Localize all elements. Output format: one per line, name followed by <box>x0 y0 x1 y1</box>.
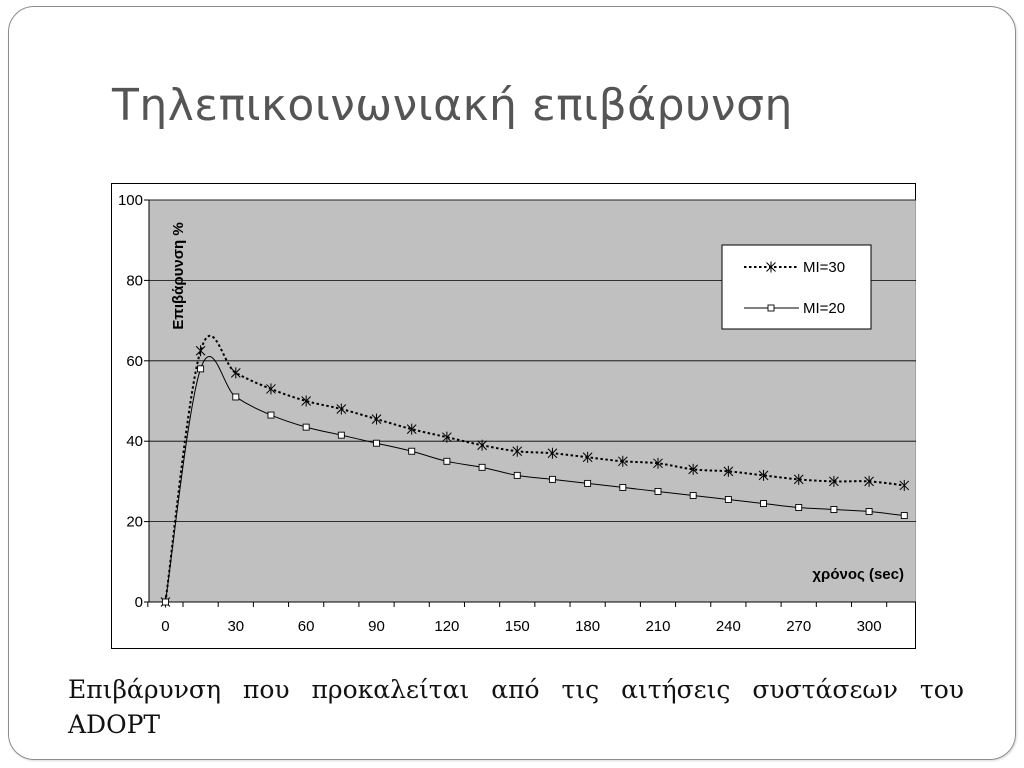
series <box>160 334 910 608</box>
data-point-1 <box>900 512 908 520</box>
data-point-1 <box>513 471 521 479</box>
data-point-0 <box>547 447 558 459</box>
y-tick-label: 0 <box>135 594 143 611</box>
x-tick-label: 240 <box>716 618 741 635</box>
data-point-0 <box>512 445 523 457</box>
x-tick-label: 0 <box>161 618 169 635</box>
legend-label-1: MI=20 <box>803 300 845 317</box>
data-point-1 <box>830 506 838 513</box>
x-tick-label: 60 <box>298 618 315 635</box>
y-tick-label: 100 <box>118 192 143 209</box>
y-tick-label: 20 <box>126 514 143 531</box>
legend-label-0: MI=30 <box>803 259 845 276</box>
data-point-0 <box>442 431 452 443</box>
slide-title: Τηλεπικοινωνιακή επιβάρυνση <box>112 80 793 131</box>
data-point-0 <box>230 367 241 379</box>
x-tick-label: 300 <box>857 618 882 635</box>
data-point-1 <box>548 475 556 483</box>
data-point-1 <box>724 496 732 503</box>
x-tick-label: 270 <box>786 618 811 635</box>
y-tick-label: 60 <box>126 353 143 370</box>
data-point-1 <box>373 439 380 447</box>
slide-caption: Επιβάρυνση που προκαλείται από τις αιτήσ… <box>68 675 964 739</box>
axes: 0 20 40 60 80 100 0 30 60 90 120 150 180 210 240 270 300 <box>118 192 916 635</box>
data-point-0 <box>301 395 312 407</box>
x-tick-label: 180 <box>575 618 600 635</box>
y-axis-label: Επιβάρυνση % <box>170 222 187 329</box>
data-point-0 <box>688 463 699 475</box>
data-point-0 <box>653 457 663 469</box>
data-point-0 <box>793 473 804 485</box>
data-point-0 <box>477 439 487 451</box>
data-point-1 <box>267 411 275 419</box>
y-tick-label: 80 <box>126 272 143 289</box>
data-point-0 <box>582 451 593 463</box>
data-point-1 <box>161 598 169 606</box>
y-tick-label: 40 <box>126 433 143 450</box>
legend-marker-0 <box>766 261 776 273</box>
data-point-0 <box>829 475 839 487</box>
data-point-1 <box>408 447 416 455</box>
chart: 0 20 40 60 80 100 0 30 60 90 120 150 180 210 240 270 300… <box>111 183 916 649</box>
data-point-0 <box>195 345 206 357</box>
data-point-1 <box>689 492 697 499</box>
data-point-1 <box>654 488 662 495</box>
data-point-0 <box>758 469 769 481</box>
legend-box <box>721 244 872 330</box>
x-tick-label: 90 <box>368 618 385 635</box>
legend: MI=30 MI=20 <box>721 244 872 330</box>
data-point-1 <box>619 483 627 491</box>
x-tick-label: 150 <box>505 618 530 635</box>
data-point-0 <box>336 403 347 415</box>
slide-frame <box>8 6 1016 760</box>
data-point-1 <box>760 500 767 507</box>
data-point-1 <box>478 463 486 471</box>
chart-svg: 0 20 40 60 80 100 0 30 60 90 120 150 180 210 240 270 300… <box>111 183 916 649</box>
data-point-1 <box>795 504 803 511</box>
data-point-0 <box>864 475 874 487</box>
data-point-1 <box>337 431 345 439</box>
data-point-0 <box>617 455 628 467</box>
x-tick-label: 30 <box>227 618 244 635</box>
data-point-1 <box>443 457 451 465</box>
data-point-0 <box>899 479 910 491</box>
data-point-0 <box>406 423 417 435</box>
data-point-0 <box>723 465 734 477</box>
data-point-1 <box>865 508 873 515</box>
data-point-1 <box>232 393 240 401</box>
x-tick-label: 210 <box>645 618 670 635</box>
x-axis-label: χρόνος (sec) <box>812 566 904 583</box>
x-tick-label: 120 <box>434 618 459 635</box>
data-point-0 <box>371 413 382 425</box>
data-point-1 <box>302 423 310 431</box>
data-point-0 <box>266 383 276 395</box>
data-point-1 <box>584 479 592 487</box>
legend-marker-1 <box>767 304 775 312</box>
data-point-1 <box>197 365 205 373</box>
